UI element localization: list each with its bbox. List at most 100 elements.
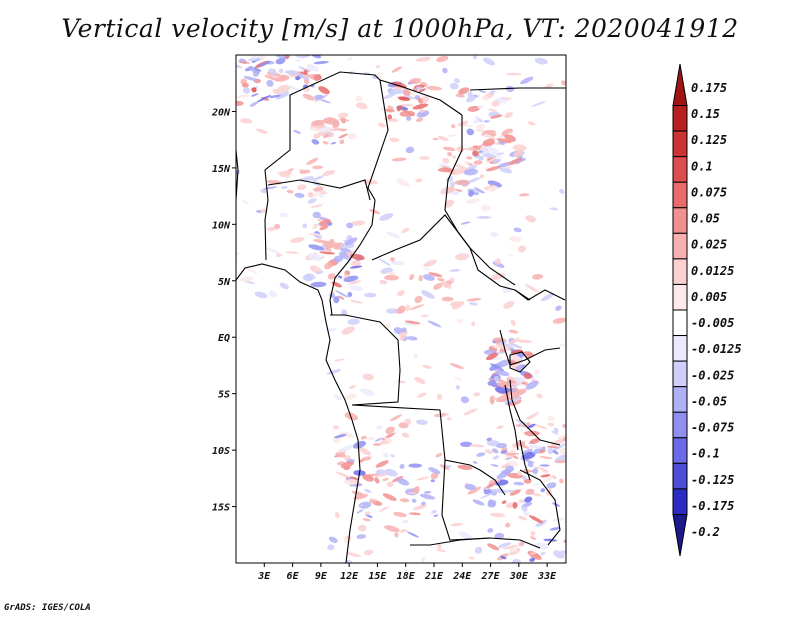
colorbar-label: -0.1 <box>691 447 720 461</box>
velocity-cell <box>481 95 489 101</box>
velocity-cell <box>512 388 527 397</box>
velocity-cell <box>318 86 330 95</box>
velocity-cell <box>343 273 349 278</box>
velocity-cell <box>308 232 322 237</box>
velocity-cell <box>313 60 329 65</box>
velocity-cell <box>504 282 512 285</box>
x-tick-label: 15E <box>368 571 387 582</box>
velocity-cell <box>311 191 322 197</box>
velocity-cell <box>496 138 512 144</box>
velocity-cell <box>463 168 478 176</box>
velocity-cell <box>530 536 537 540</box>
velocity-cell <box>525 353 534 359</box>
velocity-cell <box>320 99 331 104</box>
y-tick-label: 10N <box>212 220 231 231</box>
velocity-cell <box>409 304 425 310</box>
velocity-cell <box>467 91 473 98</box>
velocity-cell <box>526 423 536 429</box>
velocity-cell <box>560 550 566 557</box>
velocity-cell <box>382 477 389 482</box>
velocity-cell <box>457 120 469 127</box>
velocity-cell <box>347 291 353 298</box>
velocity-cell <box>236 94 250 99</box>
velocity-cell <box>540 292 555 302</box>
velocity-cell <box>309 191 314 197</box>
velocity-cell <box>401 432 410 438</box>
velocity-cell <box>313 186 324 192</box>
velocity-cell <box>494 532 505 540</box>
velocity-cell <box>535 519 547 527</box>
velocity-cell <box>482 138 495 147</box>
velocity-cell <box>299 169 311 174</box>
velocity-cell <box>492 158 502 164</box>
velocity-cell <box>437 277 445 282</box>
velocity-cell <box>275 57 286 65</box>
velocity-cell <box>384 436 393 443</box>
velocity-cell <box>484 449 493 455</box>
colorbar-label: 0.175 <box>691 81 727 95</box>
x-tick-label: 33E <box>537 571 557 582</box>
velocity-cell <box>460 396 470 404</box>
velocity-cell <box>539 449 546 454</box>
velocity-cell <box>399 464 405 469</box>
velocity-cell <box>404 89 411 96</box>
velocity-cell <box>330 141 337 145</box>
velocity-cell <box>310 204 324 208</box>
velocity-cell <box>348 280 362 285</box>
velocity-cell <box>454 376 462 381</box>
velocity-cell <box>385 108 395 113</box>
velocity-cell <box>303 69 308 75</box>
velocity-cell <box>387 114 393 120</box>
velocity-cell <box>337 295 345 300</box>
velocity-cell <box>553 550 565 559</box>
velocity-cell <box>399 529 408 533</box>
velocity-cell <box>561 80 566 86</box>
velocity-cell <box>453 78 461 84</box>
velocity-cell <box>399 110 416 117</box>
velocity-cell <box>415 56 432 62</box>
velocity-cell <box>341 309 348 317</box>
velocity-cell <box>318 126 331 133</box>
velocity-cell <box>277 84 291 93</box>
velocity-cell <box>546 482 557 489</box>
velocity-cell <box>446 134 458 137</box>
velocity-cell <box>296 184 307 191</box>
velocity-cell <box>496 351 506 354</box>
velocity-cell <box>532 273 544 280</box>
lake-tanganyika <box>504 384 519 451</box>
velocity-cell <box>403 95 417 100</box>
velocity-cell <box>486 437 493 442</box>
velocity-cell <box>509 489 521 496</box>
velocity-cell <box>363 549 374 556</box>
velocity-cell <box>510 449 517 453</box>
velocity-cell <box>286 189 294 194</box>
velocity-cell <box>533 369 540 375</box>
velocity-cell <box>347 132 357 140</box>
velocity-cell <box>398 96 411 101</box>
velocity-cell <box>428 467 441 475</box>
velocity-cell <box>473 94 478 98</box>
velocity-cell <box>422 364 432 369</box>
velocity-cell <box>322 241 336 248</box>
velocity-cell <box>256 209 263 214</box>
velocity-cell <box>369 209 381 215</box>
velocity-cell <box>460 441 473 447</box>
velocity-cell <box>266 79 274 87</box>
velocity-cell <box>385 323 391 329</box>
velocity-cell <box>423 274 435 281</box>
colorbar-label: -0.0125 <box>691 342 742 356</box>
border-uganda <box>499 329 561 366</box>
velocity-cell <box>269 94 281 98</box>
colorbar-segment <box>672 309 688 337</box>
velocity-cell <box>482 57 496 66</box>
velocity-cell <box>394 532 399 538</box>
velocity-cell <box>440 186 456 195</box>
velocity-cell <box>451 124 456 129</box>
velocity-cell <box>463 408 478 416</box>
velocity-cell <box>530 531 536 536</box>
x-tick-label: 3E <box>257 571 271 582</box>
colorbar-label: -0.05 <box>691 394 727 408</box>
velocity-cell <box>523 511 530 517</box>
velocity-cell <box>308 253 322 261</box>
velocity-cell <box>281 185 288 189</box>
